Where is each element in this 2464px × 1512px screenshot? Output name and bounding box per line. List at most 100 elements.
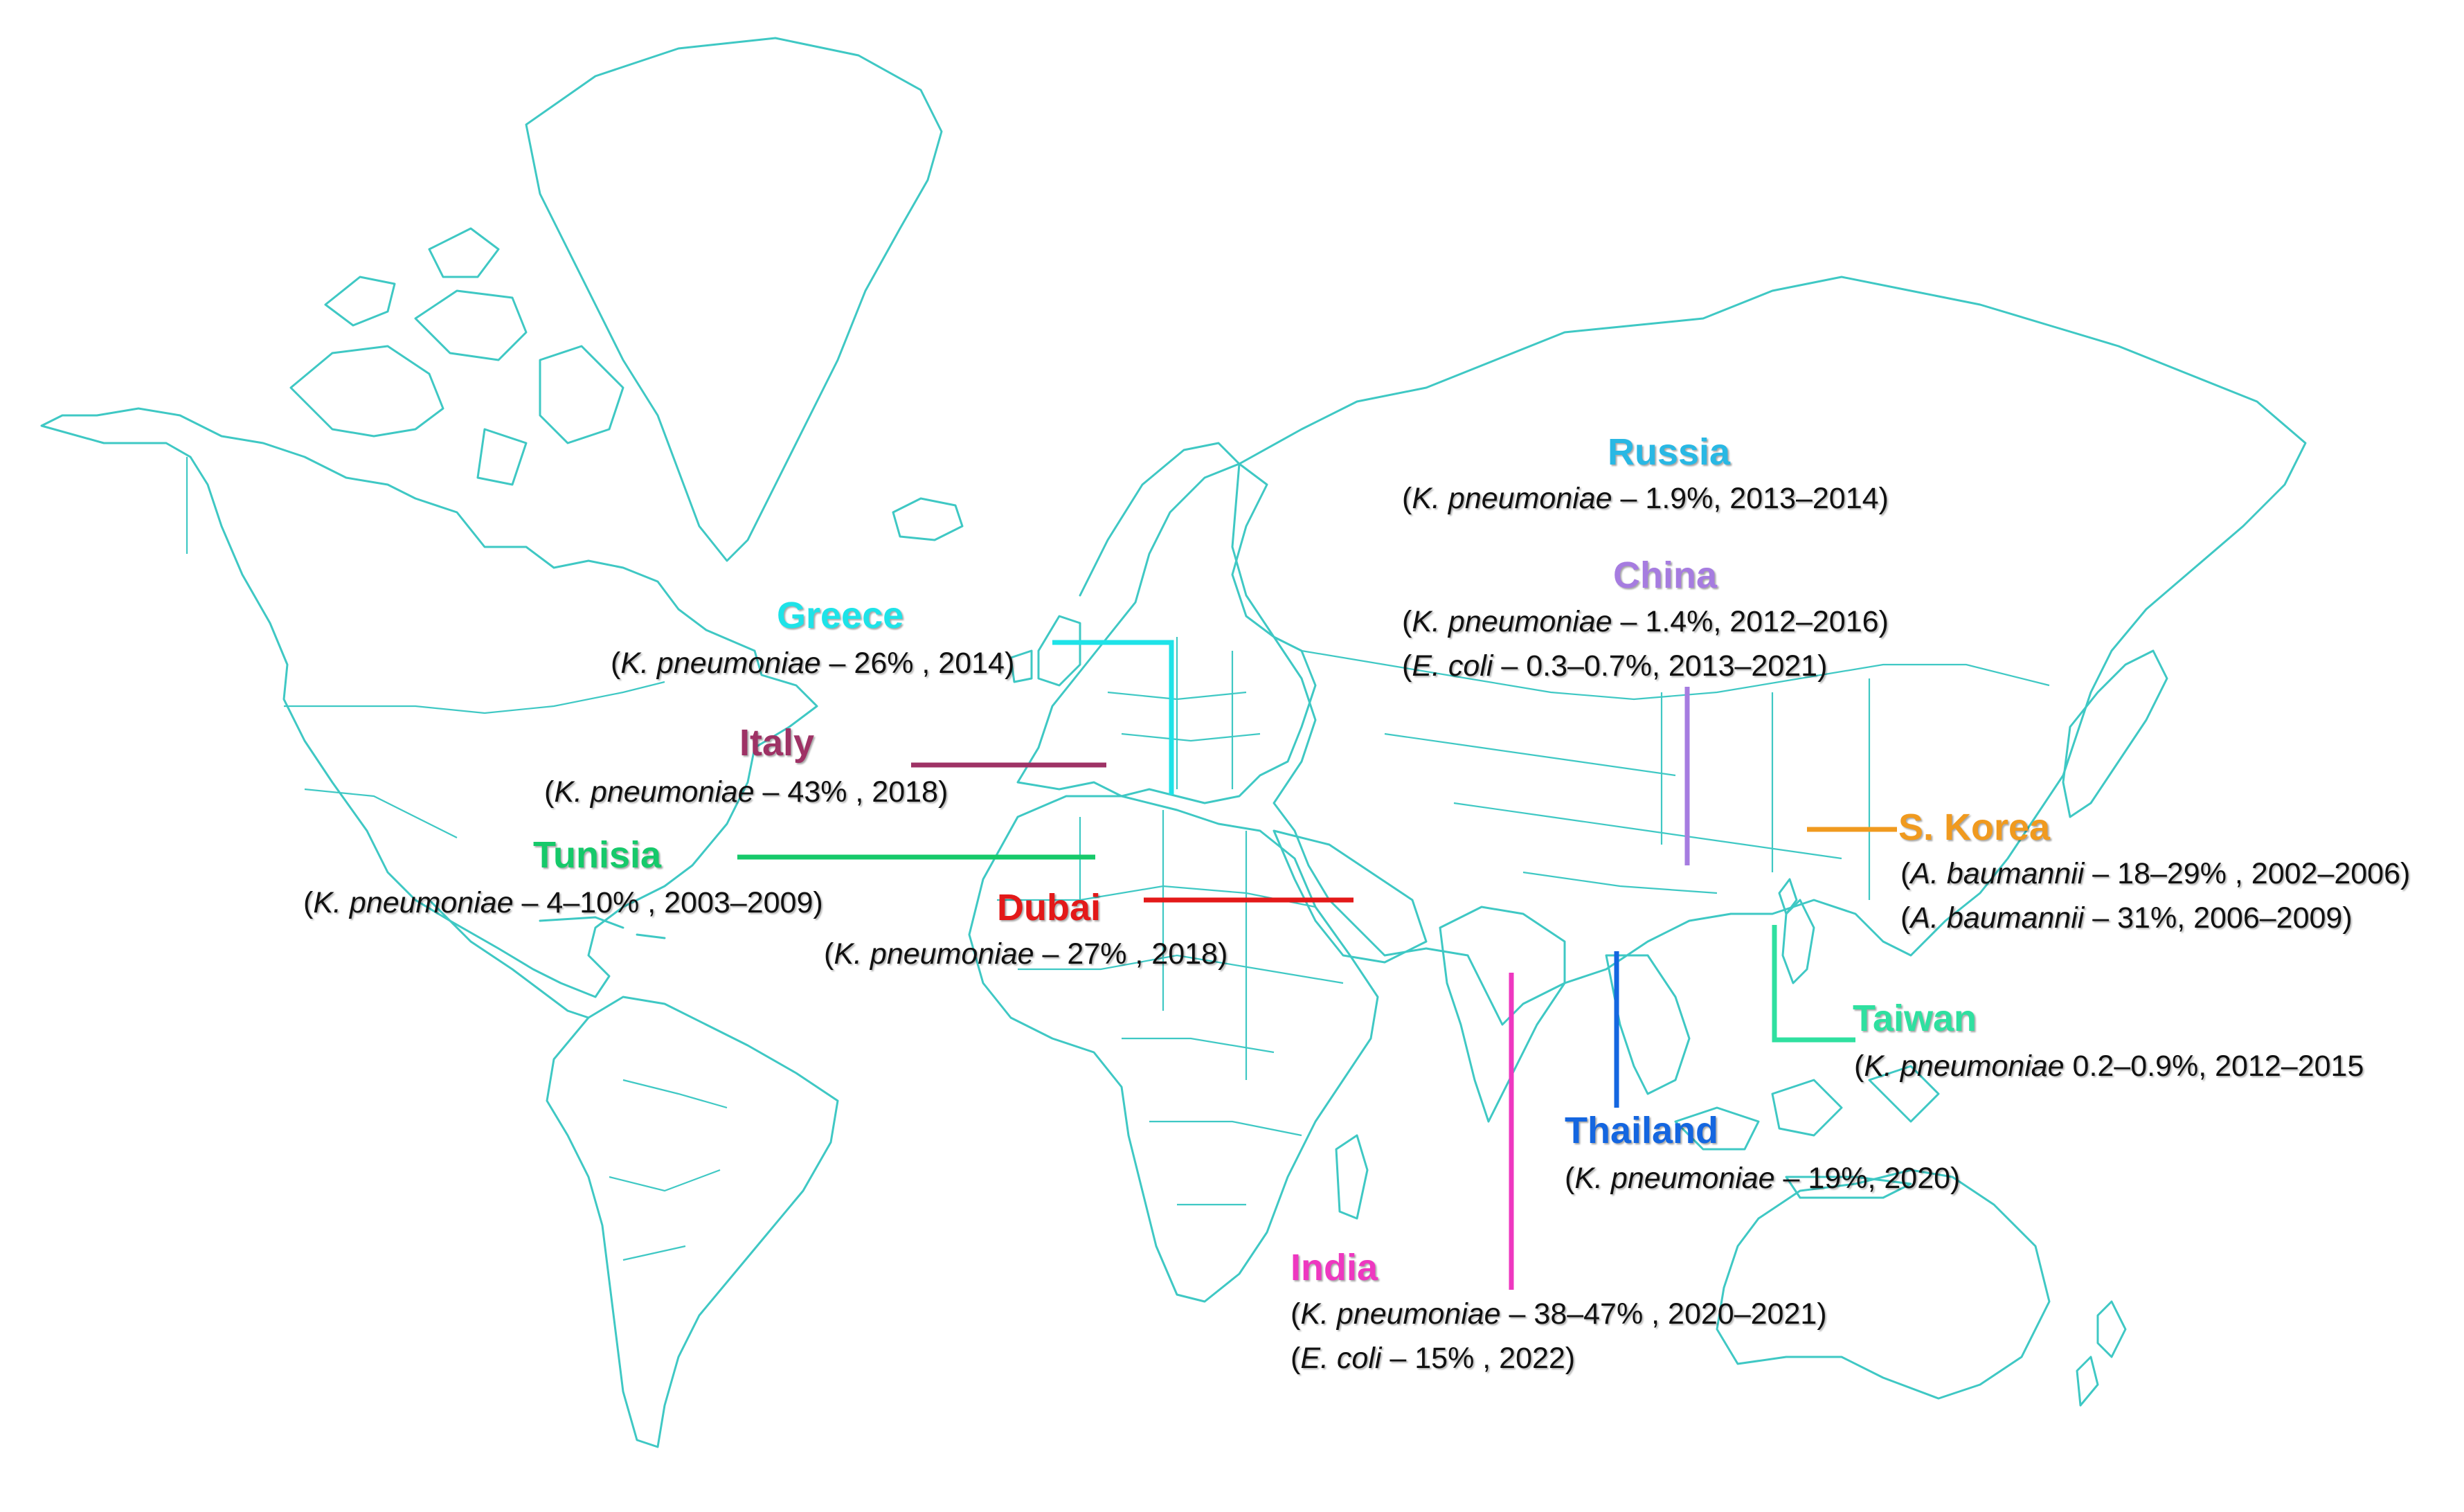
resistance-value: – 31%, 2006–2009) [2084, 901, 2353, 935]
thailand-label: Thailand [1565, 1110, 1719, 1151]
resistance-value: 0.2–0.9%, 2012–2015 [2064, 1050, 2364, 1083]
dubai-label: Dubai [997, 887, 1101, 928]
india-detail-line: (E. coli – 15% , 2022) [1291, 1336, 1827, 1380]
open-paren: ( [824, 937, 834, 971]
canada-border [186, 457, 665, 714]
india-label: India [1291, 1247, 1378, 1288]
africa-outline [968, 795, 1379, 1303]
organism-name: A. baumannii [1910, 901, 2085, 935]
dubai-detail: (K. pneumoniae – 27% , 2018) [824, 932, 1227, 976]
china-label: China [1613, 555, 1718, 596]
greece-detail-line: (K. pneumoniae – 26% , 2014) [611, 641, 1014, 685]
resistance-value: – 18–29% , 2002–2006) [2084, 857, 2411, 890]
italy-detail: (K. pneumoniae – 43% , 2018) [544, 770, 948, 814]
skorea-detail-line: (A. baumannii – 31%, 2006–2009) [1900, 896, 2410, 940]
open-paren: ( [544, 775, 555, 809]
resistance-value: – 43% , 2018) [754, 775, 948, 809]
taiwan-leader [1772, 925, 1855, 1043]
open-paren: ( [1854, 1050, 1864, 1083]
europe-borders [1107, 637, 1261, 789]
russia-detail-line: (K. pneumoniae – 1.9%, 2013–2014) [1402, 476, 1889, 521]
greece-detail: (K. pneumoniae – 26% , 2014) [611, 641, 1014, 685]
thailand-detail: (K. pneumoniae – 19%, 2020) [1565, 1156, 1960, 1200]
central-america-outline [428, 899, 590, 1019]
organism-name: K. pneumoniae [313, 886, 514, 919]
scandinavia-outline [1079, 442, 1241, 597]
china-detail-line: (K. pneumoniae – 1.4%, 2012–2016) [1402, 600, 1889, 644]
new-zealand-outline [2076, 1300, 2127, 1407]
organism-name: E. coli [1300, 1342, 1382, 1375]
organism-name: K. pneumoniae [620, 647, 821, 680]
tunisia-detail: (K. pneumoniae – 4–10% , 2003–2009) [303, 881, 823, 925]
arctic-islands-outline [289, 227, 624, 486]
thailand-detail-line: (K. pneumoniae – 19%, 2020) [1565, 1156, 1960, 1200]
greenland-outline [525, 37, 943, 562]
open-paren: ( [1291, 1297, 1301, 1331]
taiwan-outline [1778, 878, 1798, 915]
organism-name: A. baumannii [1910, 857, 2085, 890]
southeast-asia-outline [1605, 954, 1691, 1095]
resistance-value: – 0.3–0.7%, 2013–2021) [1493, 649, 1828, 683]
italy-detail-line: (K. pneumoniae – 43% , 2018) [544, 770, 948, 814]
open-paren: ( [303, 886, 314, 919]
resistance-value: – 38–47% , 2020–2021) [1500, 1297, 1827, 1331]
iceland-outline [892, 497, 964, 541]
open-paren: ( [1565, 1162, 1575, 1195]
organism-name: K. pneumoniae [554, 775, 755, 809]
resistance-value: – 27% , 2018) [1034, 937, 1228, 971]
resistance-value: – 1.4%, 2012–2016) [1612, 605, 1889, 638]
resistance-value: – 1.9%, 2013–2014) [1612, 482, 1889, 515]
taiwan-label: Taiwan [1853, 998, 1977, 1039]
caribbean-outline [539, 916, 666, 939]
resistance-value: – 4–10% , 2003–2009) [513, 886, 823, 919]
resistance-value: – 19%, 2020) [1774, 1162, 1961, 1195]
australia-outline [1716, 1169, 2051, 1400]
india-detail-line: (K. pneumoniae – 38–47% , 2020–2021) [1291, 1292, 1827, 1336]
organism-name: K. pneumoniae [1412, 605, 1612, 638]
asia-outline [1231, 276, 2307, 1026]
skorea-label: S. Korea [1898, 807, 2051, 848]
uk-outline [1009, 615, 1081, 687]
dubai-detail-line: (K. pneumoniae – 27% , 2018) [824, 932, 1227, 976]
indonesia-outline [1674, 1065, 1940, 1199]
china-detail-line: (E. coli – 0.3–0.7%, 2013–2021) [1402, 644, 1889, 688]
open-paren: ( [611, 647, 621, 680]
skorea-detail: (A. baumannii – 18–29% , 2002–2006) (A. b… [1900, 852, 2410, 940]
south-america-borders [609, 1079, 728, 1261]
italy-label: Italy [739, 722, 815, 764]
organism-name: K. pneumoniae [1864, 1050, 2065, 1083]
tunisia-detail-line: (K. pneumoniae – 4–10% , 2003–2009) [303, 881, 823, 925]
tunisia-label: Tunisia [533, 834, 662, 876]
resistance-value: – 26% , 2014) [820, 647, 1015, 680]
europe-outline [1016, 462, 1317, 804]
open-paren: ( [1402, 482, 1412, 515]
japan-outline [2062, 649, 2168, 818]
open-paren: ( [1900, 901, 1911, 935]
open-paren: ( [1402, 605, 1412, 638]
philippines-outline [1781, 899, 1815, 984]
china-detail: (K. pneumoniae – 1.4%, 2012–2016) (E. col… [1402, 600, 1889, 688]
asia-borders [1384, 678, 1871, 900]
organism-name: K. pneumoniae [1412, 482, 1612, 515]
russia-asia-border [1301, 649, 2050, 701]
south-america-outline [546, 996, 839, 1448]
organism-name: E. coli [1412, 649, 1493, 683]
greece-label: Greece [777, 595, 904, 636]
madagascar-outline [1335, 1134, 1369, 1220]
resistance-value: – 15% , 2022) [1381, 1342, 1576, 1375]
taiwan-detail-line: (K. pneumoniae 0.2–0.9%, 2012–2015 [1854, 1044, 2364, 1088]
india-detail: (K. pneumoniae – 38–47% , 2020–2021) (E. … [1291, 1292, 1827, 1380]
north-america-outline [40, 407, 818, 998]
india-outline [1439, 906, 1566, 1123]
russia-detail: (K. pneumoniae – 1.9%, 2013–2014) [1402, 476, 1889, 521]
open-paren: ( [1291, 1342, 1301, 1375]
open-paren: ( [1402, 649, 1412, 683]
greece-leader [1052, 640, 1174, 795]
russia-label: Russia [1608, 431, 1731, 473]
organism-name: K. pneumoniae [834, 937, 1034, 971]
organism-name: K. pneumoniae [1574, 1162, 1775, 1195]
usa-mexico-border [304, 788, 458, 838]
open-paren: ( [1900, 857, 1911, 890]
skorea-detail-line: (A. baumannii – 18–29% , 2002–2006) [1900, 852, 2410, 896]
